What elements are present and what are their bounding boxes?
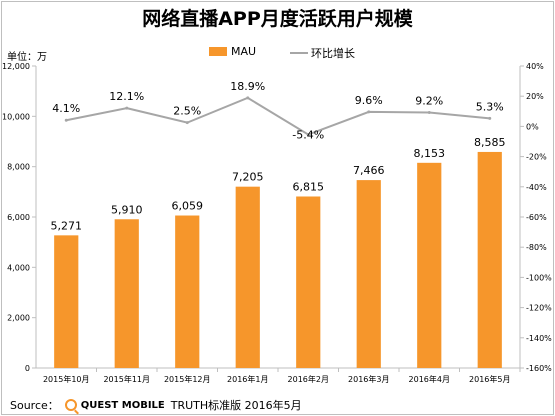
left-tick-label: 6,000 — [7, 213, 30, 222]
growth-point — [246, 96, 250, 100]
x-tick-label: 2016年3月 — [348, 374, 389, 384]
growth-point — [427, 111, 431, 115]
bar-value-label: 5,910 — [111, 203, 143, 216]
left-tick-label: 10,000 — [2, 112, 30, 121]
bar-value-label: 6,059 — [172, 200, 204, 213]
right-tick-label: 40% — [526, 62, 544, 71]
legend-swatch-bar — [209, 47, 227, 56]
growth-point — [185, 121, 189, 125]
growth-point — [64, 118, 68, 122]
legend-label-growth: 环比增长 — [311, 47, 355, 60]
x-tick-label: 2015年11月 — [103, 374, 150, 384]
legend-item-growth: 环比增长 — [290, 45, 355, 61]
right-tick-label: 20% — [526, 92, 544, 101]
x-tick-label: 2016年4月 — [409, 374, 450, 384]
source-brand: QUEST MOBILE — [80, 399, 165, 411]
right-tick-label: -100% — [526, 273, 552, 282]
right-tick-label: -20% — [526, 153, 547, 162]
right-tick-label: -160% — [526, 364, 552, 373]
bar-mau — [296, 196, 321, 368]
growth-point — [488, 116, 492, 120]
legend-swatch-line — [290, 52, 308, 54]
bar-value-label: 8,153 — [414, 147, 446, 160]
bar-mau — [54, 235, 79, 368]
x-tick-label: 2015年12月 — [164, 374, 211, 384]
x-tick-label: 2015年10月 — [43, 374, 90, 384]
bar-mau — [417, 162, 442, 368]
x-tick-label: 2016年1月 — [227, 374, 268, 384]
legend-label-mau: MAU — [231, 45, 257, 58]
questmobile-logo-icon — [64, 399, 77, 411]
bar-value-label: 7,466 — [353, 164, 385, 177]
bar-value-label: 6,815 — [293, 180, 325, 193]
growth-value-label: 9.6% — [355, 94, 383, 107]
left-tick-label: 4,000 — [7, 263, 30, 272]
bar-value-label: 8,585 — [474, 136, 506, 149]
growth-value-label: 12.1% — [109, 90, 144, 103]
right-tick-label: -120% — [526, 304, 552, 313]
x-tick-label: 2016年2月 — [288, 374, 329, 384]
bar-value-label: 5,271 — [51, 219, 83, 232]
bar-value-label: 7,205 — [232, 171, 264, 184]
source-note: Source： QUEST MOBILE TRUTH标准版 2016年5月 — [10, 397, 302, 413]
right-tick-label: -40% — [526, 183, 547, 192]
growth-value-label: 2.5% — [173, 105, 201, 118]
growth-point — [367, 110, 371, 114]
right-tick-label: -60% — [526, 213, 547, 222]
legend-item-mau: MAU — [209, 45, 256, 58]
left-tick-label: 2,000 — [7, 314, 30, 323]
right-tick-label: -140% — [526, 334, 552, 343]
bar-mau — [356, 180, 381, 368]
right-tick-label: 0% — [526, 122, 539, 131]
chart-title: 网络直播APP月度活跃用户规模 — [142, 8, 413, 30]
right-tick-label: -80% — [526, 243, 547, 252]
x-tick-label: 2016年5月 — [469, 374, 510, 384]
growth-point — [125, 106, 129, 110]
growth-line — [66, 96, 490, 136]
growth-value-label: 9.2% — [415, 95, 443, 108]
left-tick-label: 12,000 — [2, 62, 30, 71]
growth-value-label: 18.9% — [230, 80, 265, 93]
unit-label: 单位：万 — [7, 52, 47, 63]
left-tick-label: 0 — [25, 364, 30, 373]
source-text: TRUTH标准版 2016年5月 — [170, 399, 302, 412]
growth-value-label: 5.3% — [476, 100, 504, 113]
growth-value-label: 4.1% — [52, 102, 80, 115]
bar-mau — [235, 186, 260, 368]
left-tick-label: 8,000 — [7, 163, 30, 172]
source-label: Source： — [10, 399, 59, 412]
growth-value-label: -5.4% — [292, 129, 324, 142]
growth-point — [306, 133, 310, 137]
bar-mau — [175, 215, 200, 368]
bar-mau — [114, 219, 139, 368]
bar-mau — [477, 151, 502, 368]
